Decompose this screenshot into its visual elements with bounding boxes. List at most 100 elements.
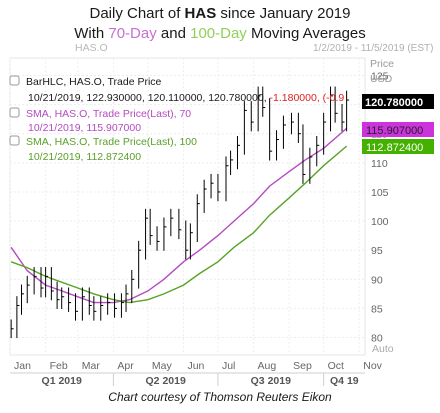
chart-credit: Chart courtesy of Thomson Reuters Eikon bbox=[108, 390, 332, 404]
x-quarter-label: Q2 2019 bbox=[146, 375, 186, 387]
title-suffix: since January 2019 bbox=[216, 5, 351, 22]
chart-title: Daily Chart of HAS since January 2019 Wi… bbox=[0, 4, 440, 44]
title-ticker: HAS bbox=[184, 5, 217, 22]
price-bar bbox=[45, 267, 49, 298]
y-tick-label: 90 bbox=[371, 274, 383, 286]
legend-sma70-line1: SMA, HAS.O, Trade Price(Last), 70 bbox=[26, 108, 191, 120]
x-month-label: May bbox=[152, 360, 173, 372]
legend: BarHLC, HAS.O, Trade Price 10/21/2019, 1… bbox=[9, 75, 344, 163]
legend-sma70-toggle-icon[interactable] bbox=[9, 107, 20, 118]
price-bar bbox=[334, 86, 338, 123]
price-bar bbox=[10, 319, 14, 339]
legend-price-line2: 10/21/2019, 122.930000, 120.110000, 120.… bbox=[28, 92, 344, 104]
sma100-tag-bg bbox=[362, 139, 434, 154]
auto-scale-button[interactable]: Auto bbox=[372, 343, 394, 355]
price-bar bbox=[125, 284, 129, 312]
series-layer bbox=[10, 86, 350, 339]
x-month-label: Mar bbox=[82, 360, 101, 372]
legend-price-values: 10/21/2019, 122.930000, 120.110000, 120.… bbox=[28, 92, 270, 104]
legend-sma100-line1: SMA, HAS.O, Trade Price(Last), 100 bbox=[26, 136, 197, 148]
sma100-tag: 112.872400 bbox=[362, 139, 434, 154]
price-bar bbox=[74, 293, 78, 321]
legend-sma70[interactable]: SMA, HAS.O, Trade Price(Last), 70 10/21/… bbox=[9, 107, 191, 134]
price-bar bbox=[40, 267, 44, 298]
price-bar bbox=[196, 194, 200, 243]
price-bar bbox=[50, 267, 54, 301]
price-bar bbox=[163, 217, 167, 251]
price-bar bbox=[257, 86, 261, 132]
x-month-label: Sep bbox=[293, 360, 312, 372]
title-prefix: Daily Chart of bbox=[89, 5, 185, 22]
price-bar bbox=[309, 147, 313, 184]
price-bar bbox=[236, 136, 240, 170]
price-bar bbox=[156, 226, 160, 251]
price-bar bbox=[341, 104, 345, 132]
price-bar bbox=[185, 220, 189, 260]
title-tail: Moving Averages bbox=[246, 25, 366, 42]
price-bar bbox=[68, 287, 72, 312]
price-bar bbox=[346, 90, 350, 132]
price-bar bbox=[297, 112, 301, 144]
x-month-label: Jun bbox=[187, 360, 204, 372]
x-month-label: Aug bbox=[258, 360, 277, 372]
price-bar bbox=[138, 240, 142, 289]
price-bar bbox=[149, 208, 153, 245]
x-quarter-label: Q1 2019 bbox=[42, 375, 82, 387]
legend-sma100-line2: 10/21/2019, 112.872400 bbox=[28, 151, 141, 163]
y-tick-label: 85 bbox=[371, 303, 383, 315]
price-bar bbox=[323, 112, 327, 155]
price-bar bbox=[33, 267, 37, 295]
price-bar bbox=[269, 98, 273, 161]
y-tick-label: 125 bbox=[371, 70, 389, 82]
title-and: and bbox=[156, 25, 191, 42]
price-bar bbox=[316, 136, 320, 167]
price-bar bbox=[120, 293, 124, 318]
price-bar bbox=[26, 275, 30, 304]
price-bar bbox=[56, 281, 60, 309]
sma70-tag-bg bbox=[362, 122, 434, 137]
x-month-label: Feb bbox=[50, 360, 68, 372]
x-month-label: Nov bbox=[363, 360, 382, 372]
price-bar bbox=[217, 173, 221, 202]
price-bar bbox=[20, 284, 24, 315]
price-bar bbox=[302, 124, 306, 184]
y-tick-label: 100 bbox=[371, 216, 389, 228]
header-symbol: HAS.O bbox=[75, 42, 108, 54]
title-with: With bbox=[74, 25, 109, 42]
axis-unit-price: Price bbox=[370, 58, 394, 70]
price-bar bbox=[210, 173, 214, 199]
title-line-2: With 70-Day and 100-Day Moving Averages bbox=[0, 24, 440, 44]
price-bar bbox=[330, 86, 334, 132]
sma100-line bbox=[10, 145, 348, 304]
y-tick-label: 95 bbox=[371, 245, 383, 257]
price-bar bbox=[81, 287, 85, 321]
legend-price-toggle-icon[interactable] bbox=[9, 75, 20, 86]
price-tag-bg bbox=[362, 94, 434, 109]
x-quarter-label: Q4 19 bbox=[330, 375, 359, 387]
price-bar bbox=[262, 86, 266, 117]
sma70-line bbox=[10, 127, 348, 304]
chart-grid bbox=[9, 57, 366, 356]
legend-price-change: -1.180000, (-0.9 bbox=[270, 92, 345, 104]
header-date-range: 1/2/2019 - 11/5/2019 (EST) bbox=[313, 43, 433, 54]
price-bar bbox=[100, 296, 104, 321]
price-tag-value: 120.780000 bbox=[365, 97, 423, 109]
axis-unit-usd: USD bbox=[370, 73, 393, 85]
price-bar bbox=[93, 296, 97, 321]
price-bar bbox=[178, 208, 182, 240]
legend-price[interactable]: BarHLC, HAS.O, Trade Price 10/21/2019, 1… bbox=[9, 75, 344, 104]
y-tick-label: 110 bbox=[371, 158, 388, 170]
sma100-tag-value: 112.872400 bbox=[366, 142, 423, 154]
legend-sma100-toggle-icon[interactable] bbox=[9, 135, 20, 146]
price-bar bbox=[230, 150, 234, 176]
sma70-tag-value: 115.907000 bbox=[366, 125, 423, 137]
title-sma70: 70-Day bbox=[108, 25, 157, 42]
price-bar bbox=[282, 115, 286, 149]
legend-sma100[interactable]: SMA, HAS.O, Trade Price(Last), 100 10/21… bbox=[9, 135, 197, 163]
x-month-label: Apr bbox=[117, 360, 134, 372]
y-tick-label: 105 bbox=[371, 187, 389, 199]
price-bar bbox=[189, 223, 193, 260]
price-bar bbox=[107, 293, 111, 315]
price-bar bbox=[250, 101, 254, 132]
